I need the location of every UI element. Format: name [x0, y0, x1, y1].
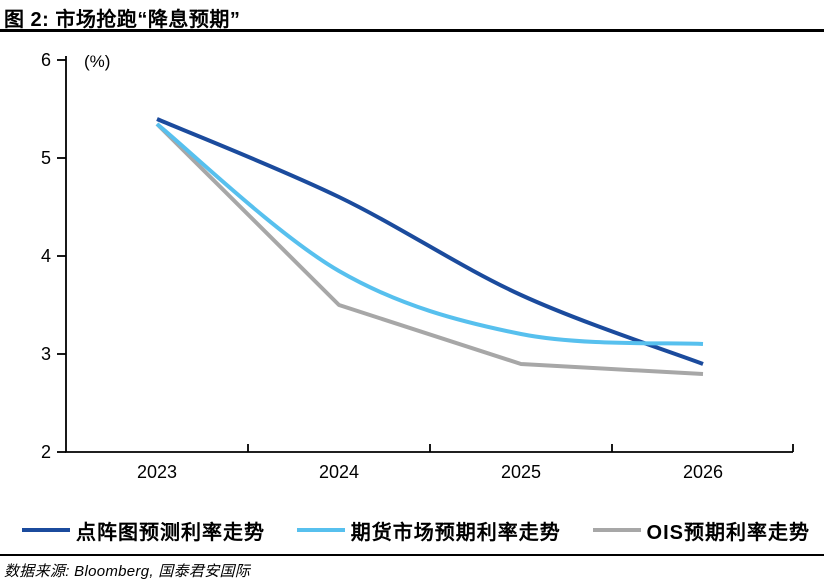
rate-expectations-line-chart: 6 5 4 3 2 2023 2024 2025 2026 — [41, 50, 794, 482]
legend-swatch-dot-plot — [22, 528, 70, 532]
y-axis-tick-label: 6 — [41, 50, 51, 70]
series-line-2 — [155, 122, 704, 376]
y-axis-unit-label: (%) — [84, 52, 111, 71]
y-axis-tick-label: 4 — [41, 246, 51, 266]
y-axis-tick-label: 2 — [41, 442, 51, 462]
legend-label-ois: OIS预期利率走势 — [646, 521, 810, 544]
chart-legend: 点阵图预测利率走势 期货市场预期利率走势 OIS预期利率走势 — [22, 516, 810, 544]
x-axis-tick-label: 2024 — [319, 462, 359, 482]
legend-label-dot-plot: 点阵图预测利率走势 — [76, 521, 265, 544]
figure-title: 图 2: 市场抢跑“降息预期” — [4, 9, 241, 31]
legend-label-futures: 期货市场预期利率走势 — [350, 521, 561, 544]
legend-swatch-ois — [592, 528, 641, 532]
x-axis-tick-label: 2023 — [137, 462, 177, 482]
x-axis-tick-label: 2025 — [501, 462, 541, 482]
series-line-1 — [155, 122, 704, 346]
legend-item-ois: OIS预期利率走势 — [592, 516, 810, 545]
title-divider — [0, 29, 824, 32]
legend-swatch-futures — [296, 528, 345, 532]
legend-item-dot-plot: 点阵图预测利率走势 — [22, 516, 265, 545]
x-axis-tick-label: 2026 — [683, 462, 723, 482]
footer-divider — [0, 554, 824, 556]
y-axis-tick-label: 5 — [41, 148, 51, 168]
axis-lines — [65, 56, 793, 453]
legend-item-futures: 期货市场预期利率走势 — [296, 516, 561, 545]
series-line-0 — [156, 117, 704, 366]
y-axis-tick-label: 3 — [41, 344, 51, 364]
data-source: 数据来源: Bloomberg, 国泰君安国际 — [4, 563, 251, 580]
